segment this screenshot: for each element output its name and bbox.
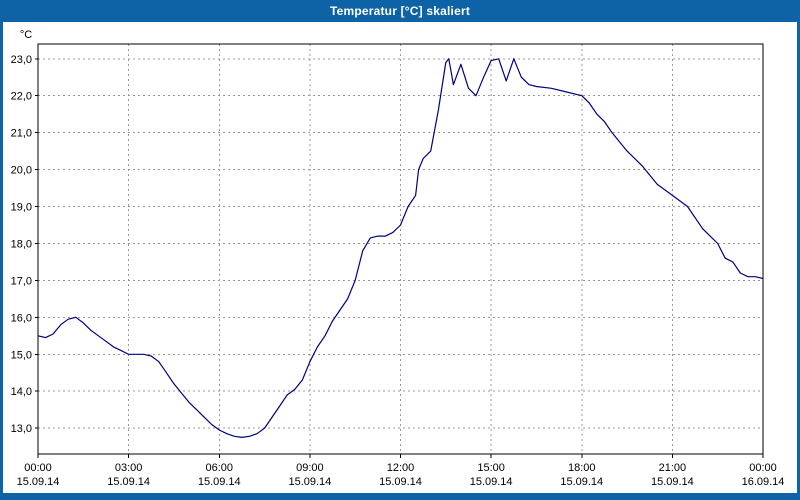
plot-border bbox=[37, 43, 764, 455]
y-axis-unit-label: °C bbox=[20, 29, 32, 41]
temperature-line bbox=[37, 58, 764, 438]
x-tick-date-label: 15.09.14 bbox=[107, 476, 150, 488]
y-tick-label: 22,0 bbox=[11, 91, 32, 103]
y-tick-label: 15,0 bbox=[11, 349, 32, 361]
x-tick-time-label: 18:00 bbox=[568, 462, 596, 474]
y-tick-label: 21,0 bbox=[11, 128, 32, 140]
y-tick-label: 16,0 bbox=[11, 312, 32, 324]
window-title: Temperatur [°C] skaliert bbox=[329, 4, 471, 18]
x-tick-date-label: 15.09.14 bbox=[17, 476, 60, 488]
y-tick-label: 13,0 bbox=[11, 423, 32, 435]
temperature-chart: 13,0 14,0 15,0 16,0 17,0 18,0 19,0 20,0 21,0 22,0… bbox=[11, 29, 785, 488]
window-bottom-border bbox=[0, 493, 800, 500]
x-tick-date-label: 15.09.14 bbox=[560, 476, 603, 488]
x-tick-time-label: 21:00 bbox=[659, 462, 687, 474]
x-tick-date-label: 15.09.14 bbox=[288, 476, 331, 488]
x-tick-date-label: 15.09.14 bbox=[198, 476, 241, 488]
x-tick-date-label: 15.09.14 bbox=[470, 476, 513, 488]
x-tick-time-label: 06:00 bbox=[205, 462, 233, 474]
chart-area: 13,0 14,0 15,0 16,0 17,0 18,0 19,0 20,0 21,0 22,0… bbox=[3, 22, 797, 493]
x-tick-time-label: 09:00 bbox=[296, 462, 324, 474]
x-tick-time-label: 03:00 bbox=[115, 462, 143, 474]
y-tick-label: 14,0 bbox=[11, 386, 32, 398]
x-tick-date-label: 16.09.14 bbox=[742, 476, 785, 488]
window-titlebar[interactable]: Temperatur [°C] skaliert bbox=[0, 0, 800, 22]
y-tick-label: 18,0 bbox=[11, 238, 32, 250]
x-tick-time-label: 00:00 bbox=[749, 462, 777, 474]
y-tick-label: 19,0 bbox=[11, 202, 32, 214]
x-tick-time-label: 12:00 bbox=[387, 462, 415, 474]
y-tick-label: 17,0 bbox=[11, 275, 32, 287]
x-tick-date-label: 15.09.14 bbox=[379, 476, 422, 488]
y-tick-label: 23,0 bbox=[11, 54, 32, 66]
y-tick-label: 20,0 bbox=[11, 165, 32, 177]
x-tick-date-label: 15.09.14 bbox=[651, 476, 694, 488]
x-tick-time-label: 00:00 bbox=[24, 462, 52, 474]
x-tick-time-label: 15:00 bbox=[477, 462, 505, 474]
